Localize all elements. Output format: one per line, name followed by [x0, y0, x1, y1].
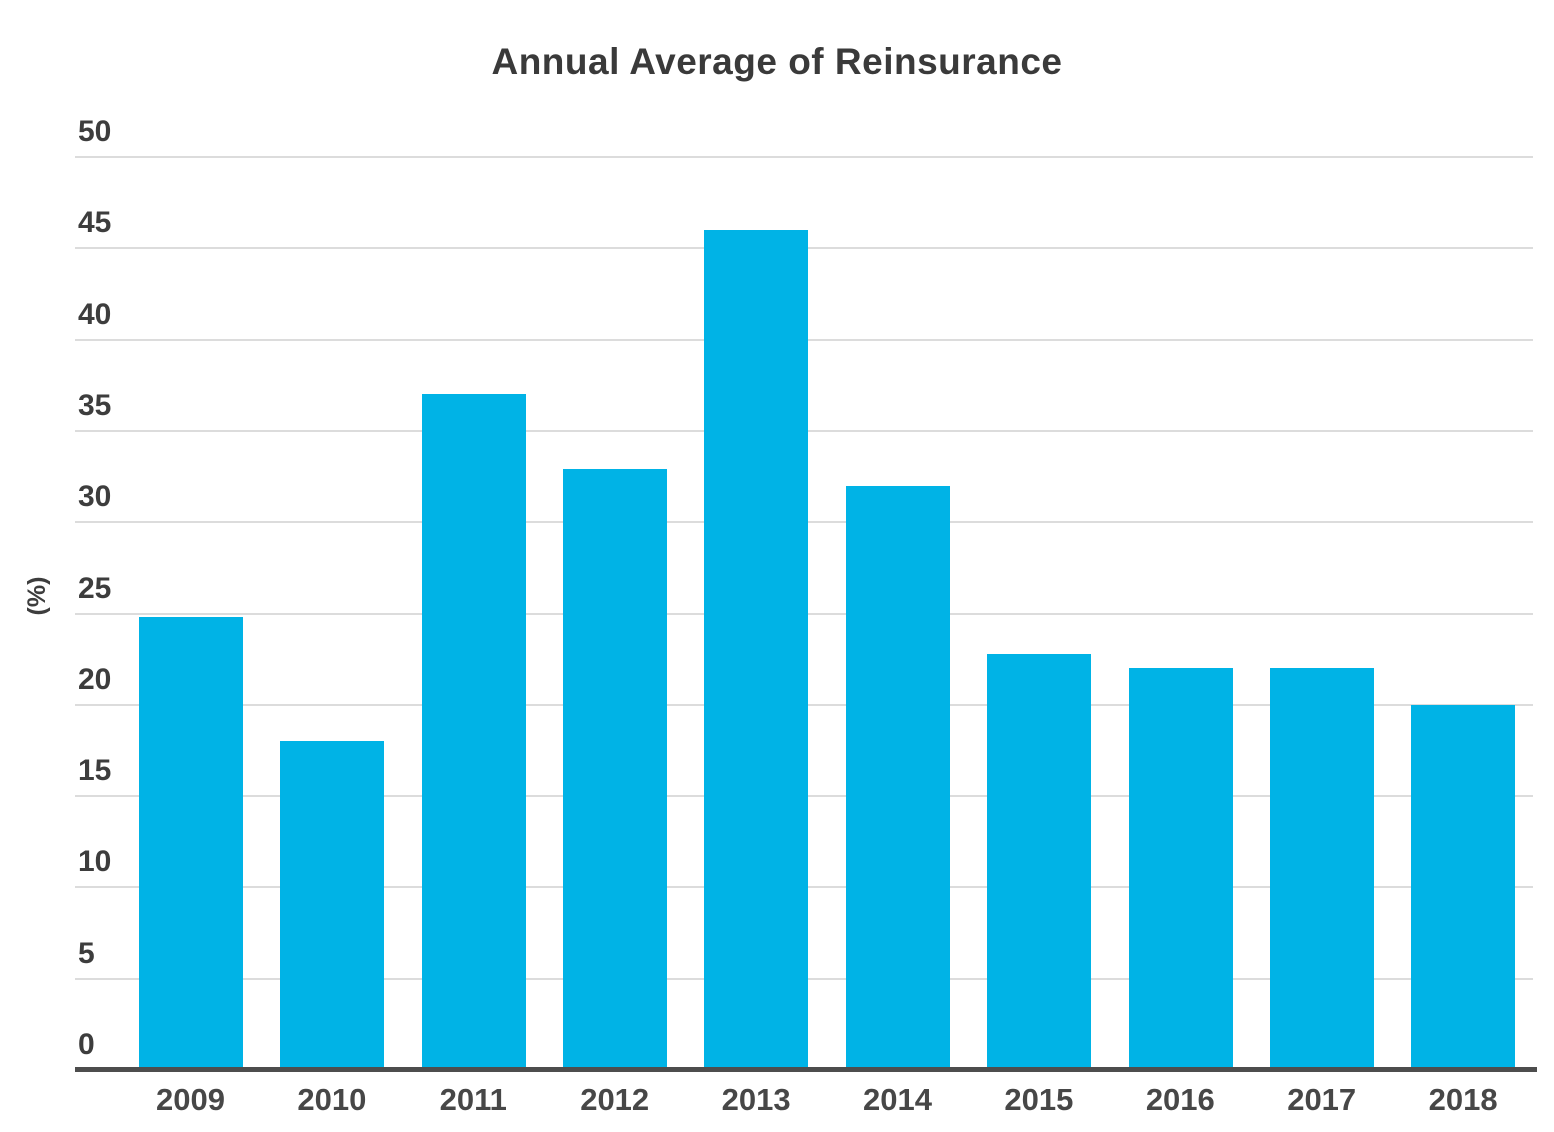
x-tick-label: 2014 [863, 1082, 932, 1117]
bar-2009 [138, 617, 243, 1068]
y-tick-label: 5 [78, 936, 95, 970]
chart-title: Annual Average of Reinsurance [491, 40, 1063, 82]
y-axis-title: (%) [23, 576, 51, 616]
bar-2013 [704, 230, 809, 1068]
x-tick-label: 2012 [580, 1082, 650, 1117]
y-tick-label: 30 [78, 480, 112, 514]
bar-2014 [845, 485, 950, 1068]
y-tick-label: 25 [78, 571, 112, 605]
bar-2018 [1411, 704, 1516, 1068]
bar-2016 [1128, 668, 1233, 1068]
y-tick-label: 35 [78, 388, 112, 422]
y-tick-label: 0 [78, 1028, 95, 1061]
x-tick-label: 2009 [156, 1082, 225, 1117]
gridline [75, 156, 1533, 158]
y-tick-label: 45 [78, 206, 112, 240]
x-tick-label: 2010 [297, 1082, 367, 1117]
bar-2010 [280, 741, 385, 1068]
x-tick-label: 2013 [721, 1082, 791, 1117]
bar-2017 [1269, 668, 1374, 1068]
y-tick-label: 50 [78, 115, 112, 148]
bar-2012 [562, 469, 667, 1068]
y-tick-label: 15 [78, 754, 112, 788]
bar-2011 [421, 394, 526, 1068]
y-tick-label: 10 [78, 845, 112, 879]
y-tick-label: 20 [78, 662, 112, 696]
x-tick-label: 2018 [1428, 1082, 1498, 1117]
x-axis-line [75, 1067, 1537, 1072]
bar-2015 [987, 653, 1092, 1068]
x-tick-label: 2011 [439, 1082, 507, 1117]
y-tick-label: 40 [78, 297, 112, 331]
x-tick-label: 2016 [1145, 1082, 1215, 1117]
x-tick-label: 2015 [1004, 1082, 1074, 1117]
x-tick-label: 2017 [1287, 1082, 1357, 1117]
